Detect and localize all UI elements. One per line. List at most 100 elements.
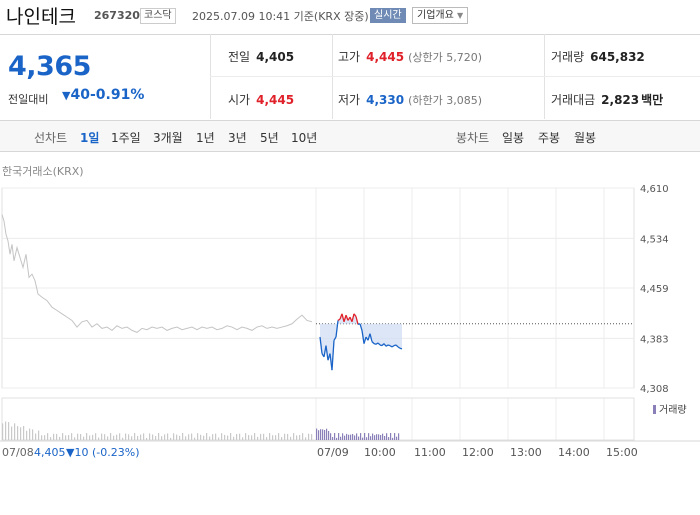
volume-bar xyxy=(206,433,208,440)
today-line-segment xyxy=(337,318,341,321)
volume-bar xyxy=(242,437,244,440)
volume-bar xyxy=(23,425,25,440)
tab-3m[interactable]: 3개월 xyxy=(153,131,183,145)
volume-bar xyxy=(53,433,55,440)
volume-bar xyxy=(370,436,372,440)
volume-bar xyxy=(281,437,283,440)
volume-bar xyxy=(11,426,13,440)
volume-bar xyxy=(322,429,324,440)
volume-bar xyxy=(346,433,348,440)
volume-bar xyxy=(83,436,85,440)
tab-monthly[interactable]: 월봉 xyxy=(574,131,597,145)
volume-bar xyxy=(348,434,350,440)
volume-bar xyxy=(212,434,214,440)
volume-bar xyxy=(179,435,181,440)
bottom-price: 4,405 xyxy=(34,446,66,459)
change-amount: 40 xyxy=(70,87,90,103)
volume-bar xyxy=(107,436,109,440)
today-line-segment xyxy=(385,344,389,347)
volume-bar xyxy=(131,436,133,440)
volume-bar xyxy=(188,434,190,440)
volume-bar xyxy=(119,433,121,440)
volume-legend-swatch xyxy=(653,405,656,414)
current-price: 4,365 xyxy=(8,51,91,82)
volume-bar xyxy=(251,435,253,440)
volume-bar xyxy=(287,433,289,440)
low-value: 4,330 xyxy=(366,93,405,107)
volume-bar xyxy=(185,436,187,440)
volume-bar xyxy=(176,434,178,440)
volume-bar xyxy=(358,436,360,440)
volume-bar xyxy=(110,433,112,440)
volume-bar xyxy=(248,435,250,440)
realtime-button[interactable]: 실시간 xyxy=(370,8,406,23)
today-line-segment xyxy=(389,345,393,348)
x-tick-label: 11:00 xyxy=(414,446,446,459)
volume-bar xyxy=(197,433,199,440)
bottom-change: ▼10 xyxy=(66,446,88,459)
volume-bar xyxy=(366,437,368,440)
today-line-segment xyxy=(371,341,375,345)
volume-bar xyxy=(194,437,196,440)
volume-bar xyxy=(137,435,139,440)
tab-1d[interactable]: 1일 xyxy=(80,131,100,145)
volume-bar xyxy=(20,427,22,440)
today-line-segment xyxy=(373,343,377,345)
down-triangle-icon: ▼ xyxy=(62,89,71,102)
volume-bar xyxy=(324,430,326,440)
high-label: 고가 xyxy=(338,50,361,64)
tab-5y[interactable]: 5년 xyxy=(260,131,279,145)
volume-bar xyxy=(342,433,344,440)
volume-bar xyxy=(352,433,354,440)
today-line-segment xyxy=(319,336,323,354)
volume-bar xyxy=(275,435,277,440)
tab-10y[interactable]: 10년 xyxy=(291,131,318,145)
today-line-segment xyxy=(387,344,391,347)
volume-bar xyxy=(32,429,34,440)
volume-bar xyxy=(376,434,378,440)
volume-bar xyxy=(305,437,307,440)
volume-bar xyxy=(356,433,358,440)
x-tick-label: 10:00 xyxy=(364,446,396,459)
volume-bar xyxy=(221,433,223,440)
volume-bar xyxy=(161,436,163,440)
today-line-segment xyxy=(345,314,349,321)
volume-bar xyxy=(394,433,396,440)
stock-name: 나인테크 xyxy=(6,6,76,28)
tab-1y[interactable]: 1년 xyxy=(196,131,215,145)
volume-bar xyxy=(56,433,58,440)
volume-bar xyxy=(396,436,398,440)
line-chart-label: 선차트 xyxy=(34,131,68,145)
tab-3y[interactable]: 3년 xyxy=(228,131,247,145)
today-line-segment xyxy=(397,346,401,349)
volume-bar xyxy=(17,426,19,440)
volume-bar xyxy=(209,436,211,440)
volume-bar xyxy=(233,436,235,440)
today-line-segment xyxy=(333,336,337,341)
volume-bar xyxy=(236,434,238,440)
volume-bar xyxy=(332,437,334,440)
market-badge: 코스닥 xyxy=(140,8,176,24)
y-tick-label: 4,308 xyxy=(640,384,669,395)
volume-bar xyxy=(182,433,184,440)
today-line-segment xyxy=(399,347,403,350)
volume-bar xyxy=(334,433,336,440)
today-line-segment xyxy=(325,345,329,361)
amount-cell: 거래대금 2,823 백만 xyxy=(551,91,663,108)
x-tick-label: 07/09 xyxy=(317,446,349,459)
volume-label: 거래량 xyxy=(551,50,585,64)
volume-bar xyxy=(116,434,118,440)
bottom-change-value: 10 xyxy=(74,446,88,459)
tab-1w[interactable]: 1주일 xyxy=(111,131,141,145)
tab-daily[interactable]: 일봉 xyxy=(502,131,525,145)
volume-bar xyxy=(44,435,46,440)
change-label: 전일대비 xyxy=(8,93,49,106)
company-info-dropdown[interactable]: 기업개요 ▼ xyxy=(412,7,469,24)
volume-bar xyxy=(330,433,332,440)
tab-weekly[interactable]: 주봉 xyxy=(538,131,561,145)
today-line-segment xyxy=(331,340,335,371)
volume-bar xyxy=(47,433,49,440)
today-line-segment xyxy=(379,344,383,347)
candle-chart-label: 봉차트 xyxy=(456,131,490,145)
